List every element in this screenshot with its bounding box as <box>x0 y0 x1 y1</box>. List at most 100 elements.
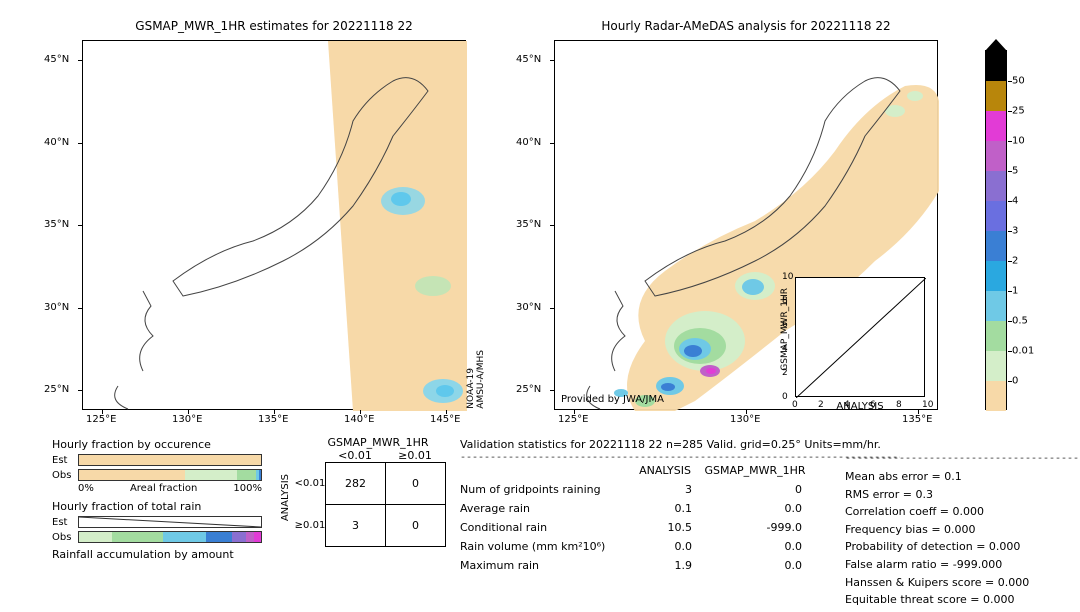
occurrence-est-bar <box>78 454 262 466</box>
bar-segment <box>79 532 112 542</box>
bar-segment <box>206 532 231 542</box>
colorbar-tick: 10 <box>1012 136 1025 147</box>
tick-y: 40°N <box>516 137 541 148</box>
stats-row-analysis: 0.0 <box>630 540 700 553</box>
metric-line: RMS error = 0.3 <box>845 486 1080 504</box>
ct-row-header: ANALYSIS <box>280 474 291 521</box>
stats-row-gsmap: 0.0 <box>700 559 810 572</box>
bar-segment <box>163 532 207 542</box>
stats-row-label: Maximum rain <box>460 559 630 572</box>
tick-x: 135°E <box>902 414 932 425</box>
tick-y: 35°N <box>516 219 541 230</box>
colorbar-segment <box>986 51 1006 81</box>
stats-divider: ----------------------------------------… <box>460 453 900 464</box>
tick-x: 130°E <box>172 414 202 425</box>
metric-line: False alarm ratio = -999.000 <box>845 556 1080 574</box>
bar-segment <box>246 532 253 542</box>
tick-x: 145°E <box>430 414 460 425</box>
stats-row-analysis: 0.1 <box>630 502 700 515</box>
colorbar-segment <box>986 111 1006 141</box>
colorbar-segment <box>986 321 1006 351</box>
ct-cell-01: 0 <box>386 463 446 505</box>
tick-x: 130°E <box>730 414 760 425</box>
bar-segment <box>259 470 261 480</box>
inset-xlabel: ANALYSIS <box>796 401 924 412</box>
stats-col1: ANALYSIS <box>630 464 700 477</box>
tick-x: 125°E <box>558 414 588 425</box>
colorbar-tick: 0 <box>1012 376 1018 387</box>
ct-cell-11: 0 <box>386 505 446 547</box>
stats-row-label: Conditional rain <box>460 521 630 534</box>
stats-row-analysis: 1.9 <box>630 559 700 572</box>
total-obs-bar <box>78 531 262 543</box>
stats-row-analysis: 10.5 <box>630 521 700 534</box>
sat-label: NOAA-19AMSU-A/MHS <box>467 350 487 409</box>
fractions-block: Hourly fraction by occurence Est Obs 0% … <box>52 438 262 563</box>
colorbar-segment <box>986 351 1006 381</box>
inset-scatter: ANALYSIS GSMAP_MWR_1HR <box>795 277 925 397</box>
colorbar-tick: 50 <box>1012 76 1025 87</box>
tick-y: 25°N <box>516 384 541 395</box>
colorbar-segment <box>986 201 1006 231</box>
stats-title: Validation statistics for 20221118 22 n=… <box>460 438 900 451</box>
stats-col2: GSMAP_MWR_1HR <box>700 464 810 477</box>
total-title: Hourly fraction of total rain <box>52 500 262 513</box>
bar-segment <box>237 470 255 480</box>
tick-y: 25°N <box>44 384 69 395</box>
right-map-title: Hourly Radar-AMeDAS analysis for 2022111… <box>555 19 937 33</box>
ct-row-lt: <0.01 <box>295 462 325 504</box>
metric-line: Probability of detection = 0.000 <box>845 538 1080 556</box>
ct-col-lt: <0.01 <box>325 449 385 462</box>
left-map-svg <box>83 41 467 411</box>
accum-title: Rainfall accumulation by amount <box>52 548 262 561</box>
bar-segment <box>232 532 247 542</box>
ct-row-ge: ≥0.01 <box>295 504 325 546</box>
stats-grid: ANALYSIS GSMAP_MWR_1HR Num of gridpoints… <box>460 464 900 572</box>
tick-x: 140°E <box>344 414 374 425</box>
colorbar-segment <box>986 261 1006 291</box>
areal-label: Areal fraction <box>130 483 197 494</box>
colorbar-segment <box>986 381 1006 411</box>
colorbar-segment <box>986 171 1006 201</box>
tick-y: 45°N <box>516 54 541 65</box>
tick-y: 35°N <box>44 219 69 230</box>
stats-block: Validation statistics for 20221118 22 n=… <box>460 438 900 572</box>
total-est-bar <box>78 516 262 528</box>
tick-x: 135°E <box>258 414 288 425</box>
stats-row-analysis: 3 <box>630 483 700 496</box>
stats-row-gsmap: 0 <box>700 483 810 496</box>
contingency-block: GSMAP_MWR_1HR ANALYSIS <0.01 ≥0.01 <0.01… <box>280 436 446 547</box>
ct-col-ge: ≥0.01 <box>385 449 445 462</box>
bar-segment <box>79 455 261 465</box>
colorbar-segment <box>986 141 1006 171</box>
est-label-1: Est <box>52 455 78 466</box>
colorbar-tick: 4 <box>1012 196 1018 207</box>
left-map-panel: GSMAP_MWR_1HR estimates for 20221118 22 … <box>82 40 466 410</box>
bar-segment <box>254 532 261 542</box>
colorbar-segment <box>986 231 1006 261</box>
contingency-table: 2820 30 <box>325 462 446 547</box>
obs-label-1: Obs <box>52 470 78 481</box>
metric-line: Equitable threat score = 0.000 <box>845 591 1080 609</box>
bar-segment <box>112 532 163 542</box>
colorbar-tick: 3 <box>1012 226 1018 237</box>
colorbar-tick: 1 <box>1012 286 1018 297</box>
tick-y: 40°N <box>44 137 69 148</box>
stats-row-gsmap: 0.0 <box>700 502 810 515</box>
colorbar-segment <box>986 81 1006 111</box>
left-map-title: GSMAP_MWR_1HR estimates for 20221118 22 <box>83 19 465 33</box>
stats-row-label: Average rain <box>460 502 630 515</box>
stats-row-gsmap: 0.0 <box>700 540 810 553</box>
pct0: 0% <box>78 483 94 494</box>
colorbar-tick: 0.01 <box>1012 346 1034 357</box>
colorbar-tick: 0.5 <box>1012 316 1028 327</box>
colorbar-tick: 25 <box>1012 106 1025 117</box>
ct-cell-00: 282 <box>326 463 386 505</box>
bar-segment <box>185 470 238 480</box>
est-label-2: Est <box>52 517 78 528</box>
stats-row-label: Num of gridpoints raining <box>460 483 630 496</box>
obs-label-2: Obs <box>52 532 78 543</box>
map-credit: Provided by JWA/JMA <box>561 394 664 405</box>
colorbar-tick: 2 <box>1012 256 1018 267</box>
metric-line: Frequency bias = 0.000 <box>845 521 1080 539</box>
